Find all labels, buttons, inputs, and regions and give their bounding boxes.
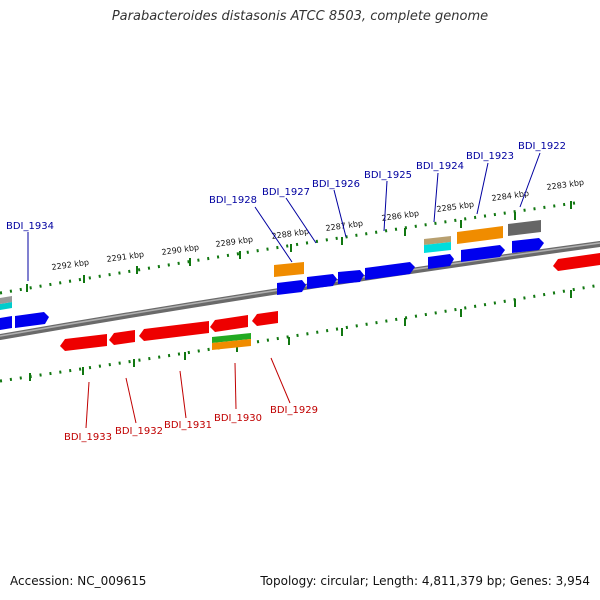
gene-label[interactable]: BDI_1930 xyxy=(214,413,262,424)
gene-block xyxy=(15,312,49,328)
gene-label[interactable]: BDI_1922 xyxy=(518,141,566,152)
gene-block xyxy=(252,311,278,326)
gene-block xyxy=(0,302,12,310)
gene-block xyxy=(0,296,12,304)
gene-label[interactable]: BDI_1931 xyxy=(164,420,212,431)
gene-block xyxy=(512,238,544,253)
gene-label[interactable]: BDI_1926 xyxy=(312,179,360,190)
scale-label: 2290 kbp xyxy=(161,243,200,257)
gene-block xyxy=(508,220,541,236)
ruler-major-ticks xyxy=(26,201,572,381)
gene-block xyxy=(274,262,304,277)
gene-block xyxy=(365,262,415,280)
map-title: Parabacteroides distasonis ATCC 8503, co… xyxy=(111,9,489,24)
gene-label[interactable]: BDI_1933 xyxy=(64,432,112,443)
gene-block xyxy=(277,280,306,295)
label-leaders-top xyxy=(27,152,541,281)
scale-ruler-bottom xyxy=(0,283,600,383)
gene-block xyxy=(212,339,251,350)
gene-block xyxy=(60,334,107,351)
forward-genes xyxy=(0,220,544,330)
gene-block xyxy=(457,226,503,244)
scale-label: 2292 kbp xyxy=(51,258,90,272)
gene-label[interactable]: BDI_1924 xyxy=(416,161,464,172)
gene-block xyxy=(424,242,451,253)
reverse-genes xyxy=(60,253,600,351)
gene-label[interactable]: BDI_1923 xyxy=(466,151,514,162)
gene-block xyxy=(109,330,135,345)
gene-label[interactable]: BDI_1934 xyxy=(6,221,54,232)
gene-block xyxy=(553,253,600,271)
gene-block xyxy=(212,333,251,343)
scale-label: 2286 kbp xyxy=(381,209,420,223)
gene-label[interactable]: BDI_1929 xyxy=(270,405,318,416)
gene-block xyxy=(210,315,248,332)
gene-block xyxy=(338,270,364,284)
gene-label[interactable]: BDI_1927 xyxy=(262,187,310,198)
accession-label: Accession: NC_009615 xyxy=(10,574,147,588)
scale-label: 2291 kbp xyxy=(106,250,145,264)
scale-label: 2283 kbp xyxy=(546,178,585,192)
scale-label: 2289 kbp xyxy=(215,235,254,249)
gene-block xyxy=(461,245,505,262)
scale-label: 2285 kbp xyxy=(436,200,475,214)
gene-block xyxy=(428,254,454,269)
gene-label[interactable]: BDI_1928 xyxy=(209,195,257,206)
gene-label[interactable]: BDI_1932 xyxy=(115,426,163,437)
gene-label[interactable]: BDI_1925 xyxy=(364,170,412,181)
genome-summary: Topology: circular; Length: 4,811,379 bp… xyxy=(260,574,590,588)
gene-block xyxy=(0,316,12,330)
label-leaders-bottom xyxy=(85,357,291,429)
gene-block xyxy=(139,321,209,341)
gene-block xyxy=(307,274,337,289)
